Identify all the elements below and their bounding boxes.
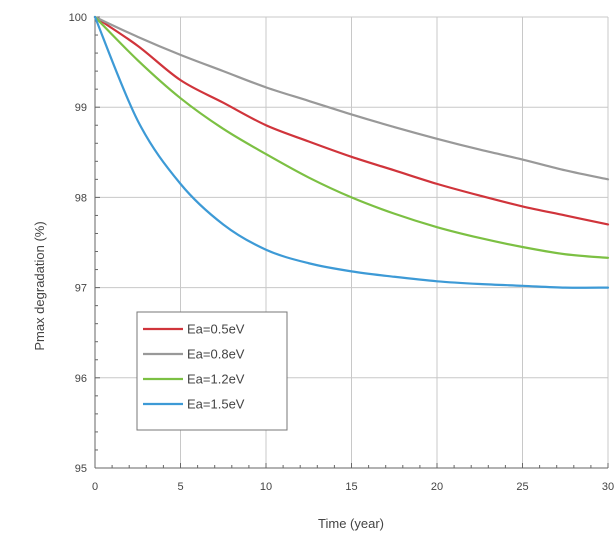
legend-label: Ea=1.5eV: [187, 397, 245, 412]
y-axis-label: Pmax degradation (%): [32, 221, 47, 350]
axes: [94, 16, 609, 469]
x-tick-label: 20: [431, 481, 443, 493]
x-tick-label: 0: [92, 481, 98, 493]
legend-label: Ea=0.5eV: [187, 322, 245, 337]
y-tick-label: 99: [75, 102, 87, 114]
y-tick-label: 100: [69, 12, 87, 24]
y-tick-label: 98: [75, 192, 87, 204]
x-tick-label: 5: [177, 481, 183, 493]
tick-labels: 0 5 10 15 20 25 30 95 96 97 98 99 100: [69, 12, 614, 493]
x-axis-label: Time (year): [318, 516, 384, 531]
x-tick-label: 30: [602, 481, 614, 493]
series-line-1: [93, 15, 610, 226]
legend-label: Ea=0.8eV: [187, 347, 245, 362]
series-line-2: [93, 15, 610, 181]
y-tick-label: 96: [75, 373, 87, 385]
series-line-3: [93, 15, 610, 259]
legend-label: Ea=1.2eV: [187, 372, 245, 387]
y-tick-label: 97: [75, 283, 87, 295]
series-line-4: [93, 15, 610, 289]
x-tick-label: 10: [260, 481, 272, 493]
y-tick-label: 95: [75, 463, 87, 475]
x-tick-label: 15: [345, 481, 357, 493]
x-tick-label: 25: [516, 481, 528, 493]
legend: Ea=0.5eV Ea=0.8eV Ea=1.2eV Ea=1.5eV: [136, 311, 288, 431]
legend-box: [136, 311, 288, 431]
series-lines: [93, 15, 610, 289]
